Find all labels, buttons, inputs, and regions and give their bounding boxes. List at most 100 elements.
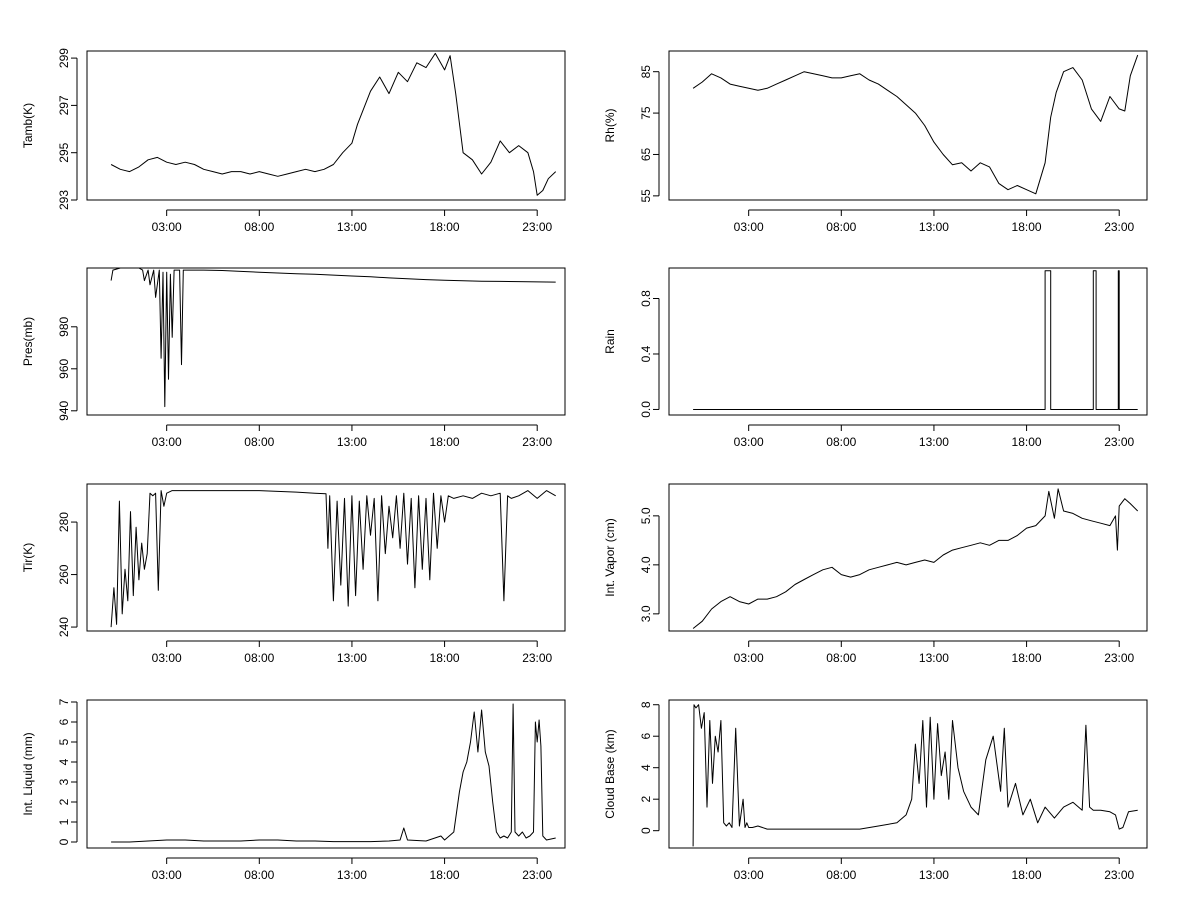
x-tick-label: 13:00 <box>337 651 367 665</box>
y-tick-label: 1 <box>57 818 71 825</box>
y-tick-label: 3.0 <box>639 605 653 622</box>
x-tick-label: 08:00 <box>826 435 856 449</box>
x-tick-label: 08:00 <box>244 651 274 665</box>
y-tick-label: 65 <box>639 147 653 161</box>
plot-frame <box>86 699 566 849</box>
chart-panel-4: 03:00 08:00 13:00 18:00 23:00 240 260 280 Tir(K) <box>21 483 566 665</box>
y-tick-label: 7 <box>57 698 71 705</box>
y-tick-label: 0.0 <box>639 401 653 418</box>
y-tick-label: 4 <box>57 758 71 765</box>
y-tick-label: 297 <box>57 95 71 115</box>
y-tick-label: 0.4 <box>639 345 653 362</box>
y-tick-label: 295 <box>57 142 71 162</box>
chart-panel-6: 03:00 08:00 13:00 18:00 23:00 0 1 2 3 4 5 6 7 Int. Li… <box>21 698 566 882</box>
series-line <box>110 267 556 408</box>
x-tick-label: 23:00 <box>522 651 552 665</box>
series-line <box>693 270 1138 410</box>
y-tick-label: 75 <box>639 106 653 120</box>
chart-panel-1: 03:00 08:00 13:00 18:00 23:00 55 65 75 85 Rh(%) <box>603 50 1148 234</box>
x-tick-label: 13:00 <box>919 220 949 234</box>
y-axis-label: Tir(K) <box>21 543 35 573</box>
y-tick-label: 960 <box>57 358 71 378</box>
x-tick-label: 13:00 <box>337 435 367 449</box>
x-tick-label: 18:00 <box>430 651 460 665</box>
y-tick-label: 6 <box>57 718 71 725</box>
plot-frame <box>86 50 566 201</box>
chart-panel-7: 03:00 08:00 13:00 18:00 23:00 0 2 4 6 8 Cloud Base… <box>603 699 1148 882</box>
y-axis-label: Pres(mb) <box>21 317 35 366</box>
x-tick-label: 13:00 <box>919 868 949 882</box>
y-tick-label: 8 <box>639 701 653 708</box>
x-tick-label: 03:00 <box>152 868 182 882</box>
y-tick-label: 2 <box>57 798 71 805</box>
y-tick-label: 240 <box>57 617 71 637</box>
x-tick-label: 18:00 <box>430 868 460 882</box>
series-line <box>110 52 557 196</box>
y-axis-label: Int. Liquid (mm) <box>21 732 35 815</box>
y-axis-label: Rh(%) <box>603 108 617 142</box>
chart-panel-3: 03:00 08:00 13:00 18:00 23:00 0.0 0.4 0.8 Rain <box>603 267 1148 449</box>
x-tick-label: 18:00 <box>430 220 460 234</box>
y-tick-label: 6 <box>639 733 653 740</box>
plot-frame <box>668 267 1148 416</box>
x-tick-label: 13:00 <box>919 651 949 665</box>
y-axis-label: Tamb(K) <box>21 103 35 148</box>
x-tick-label: 23:00 <box>1104 220 1134 234</box>
y-tick-label: 280 <box>57 512 71 532</box>
x-tick-label: 08:00 <box>826 651 856 665</box>
y-tick-label: 4.0 <box>639 556 653 573</box>
x-tick-label: 03:00 <box>734 651 764 665</box>
x-tick-label: 23:00 <box>1104 651 1134 665</box>
x-tick-label: 23:00 <box>1104 435 1134 449</box>
y-axis-label: Int. Vapor (cm) <box>603 518 617 596</box>
y-axis-label: Cloud Base (km) <box>603 729 617 818</box>
y-axis-label: Rain <box>603 329 617 354</box>
x-tick-label: 13:00 <box>919 435 949 449</box>
y-tick-label: 4 <box>639 764 653 771</box>
y-tick-label: 0 <box>57 838 71 845</box>
series-line <box>692 488 1139 629</box>
y-tick-label: 85 <box>639 65 653 79</box>
y-tick-label: 55 <box>639 189 653 203</box>
chart-panel-0: 03:00 08:00 13:00 18:00 23:00 293 295 297 299 Tam… <box>21 48 566 234</box>
x-tick-label: 03:00 <box>734 220 764 234</box>
x-tick-label: 03:00 <box>734 868 764 882</box>
x-tick-label: 08:00 <box>244 868 274 882</box>
y-tick-label: 980 <box>57 316 71 336</box>
y-tick-label: 0 <box>639 827 653 834</box>
series-line <box>692 704 1138 847</box>
x-tick-label: 08:00 <box>826 868 856 882</box>
plot-frame <box>86 483 566 632</box>
chart-panel-2: 03:00 08:00 13:00 18:00 23:00 940 960 980 Pres(m… <box>21 267 566 449</box>
x-tick-label: 18:00 <box>1012 220 1042 234</box>
y-tick-label: 299 <box>57 48 71 68</box>
plot-frame <box>86 267 566 416</box>
x-tick-label: 23:00 <box>1104 868 1134 882</box>
x-tick-label: 18:00 <box>1012 868 1042 882</box>
y-tick-label: 5.0 <box>639 507 653 524</box>
x-tick-label: 23:00 <box>522 435 552 449</box>
plot-frame <box>668 699 1148 849</box>
x-tick-label: 18:00 <box>1012 435 1042 449</box>
series-line <box>110 490 556 628</box>
y-tick-label: 940 <box>57 400 71 420</box>
y-tick-label: 5 <box>57 738 71 745</box>
x-tick-label: 03:00 <box>734 435 764 449</box>
x-tick-label: 23:00 <box>522 868 552 882</box>
x-tick-label: 13:00 <box>337 220 367 234</box>
x-tick-label: 13:00 <box>337 868 367 882</box>
x-tick-label: 08:00 <box>826 220 856 234</box>
x-tick-label: 18:00 <box>1012 651 1042 665</box>
x-tick-label: 08:00 <box>244 435 274 449</box>
x-tick-label: 18:00 <box>430 435 460 449</box>
series-line <box>692 54 1139 195</box>
series-line <box>111 703 556 843</box>
x-tick-label: 03:00 <box>152 651 182 665</box>
x-tick-label: 03:00 <box>152 220 182 234</box>
x-tick-label: 23:00 <box>522 220 552 234</box>
plot-frame <box>668 483 1148 632</box>
x-tick-label: 08:00 <box>244 220 274 234</box>
y-tick-label: 260 <box>57 564 71 584</box>
plot-frame <box>668 50 1148 201</box>
